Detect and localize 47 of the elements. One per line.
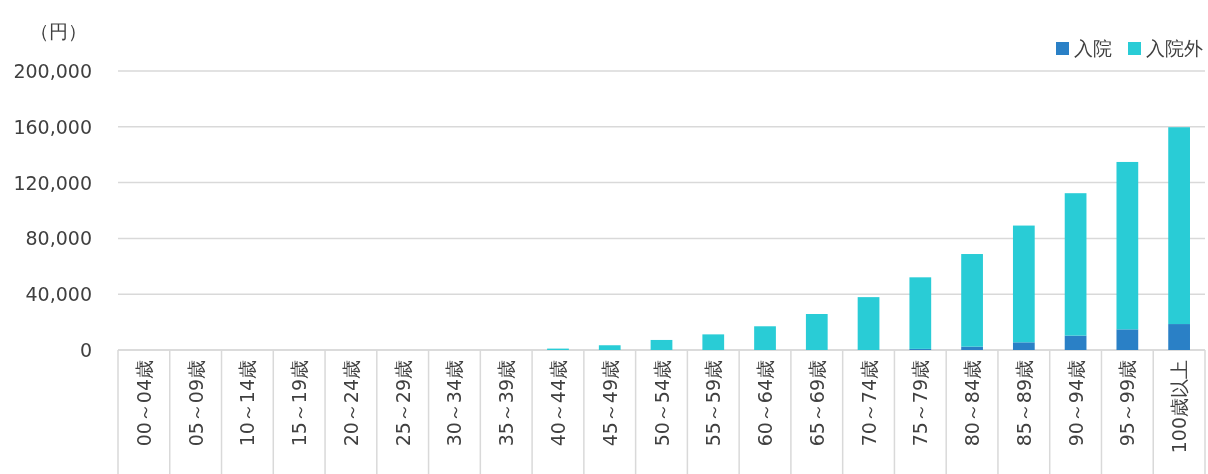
x-tick-label: 100歳以上 — [1168, 360, 1191, 454]
y-tick-label: 0 — [79, 339, 92, 361]
x-tick-label: 25～29歳 — [391, 360, 414, 447]
x-tick-label: 30～34歳 — [443, 360, 466, 447]
legend-label: 入院 — [1074, 37, 1112, 59]
bar — [1012, 342, 1035, 350]
bar — [702, 334, 725, 350]
x-tick-label: 50～54歳 — [650, 360, 673, 447]
bar — [598, 345, 621, 350]
bar — [1168, 324, 1190, 350]
x-tick-label: 80～84歳 — [961, 360, 984, 447]
x-tick-label: 40～44歳 — [546, 360, 569, 447]
bar — [805, 314, 828, 350]
x-tick-label: 65～69歳 — [805, 360, 828, 447]
x-tick-label: 20～24歳 — [339, 360, 362, 447]
y-tick-label: 160,000 — [13, 115, 92, 138]
x-tick-label: 55～59歳 — [702, 360, 725, 447]
bar — [1064, 193, 1087, 336]
bar — [754, 326, 776, 350]
y-tick-label: 80,000 — [25, 227, 92, 250]
bar — [961, 254, 983, 347]
bar — [857, 297, 880, 350]
x-tick-label: 60～64歳 — [754, 360, 777, 447]
x-tick-label: 45～49歳 — [598, 360, 621, 447]
x-tick-label: 10～14歳 — [236, 360, 259, 447]
bar — [650, 339, 673, 350]
y-tick-label: 120,000 — [13, 171, 92, 194]
y-axis-title: （円） — [29, 20, 87, 42]
bar — [961, 346, 983, 350]
bar — [1012, 225, 1035, 343]
x-tick-label: 35～39歳 — [495, 360, 518, 447]
legend-label: 入院外 — [1146, 37, 1203, 59]
y-tick-label: 40,000 — [25, 283, 92, 306]
bar — [1116, 161, 1139, 330]
bar — [1116, 329, 1139, 350]
bar — [1168, 127, 1190, 325]
x-tick-label: 70～74歳 — [857, 360, 880, 447]
x-tick-label: 95～99歳 — [1116, 360, 1139, 447]
x-tick-label: 00～04歳 — [132, 360, 155, 447]
x-tick-label: 75～79歳 — [909, 360, 932, 447]
x-tick-label: 15～19歳 — [288, 360, 311, 447]
x-tick-label: 85～89歳 — [1012, 360, 1035, 447]
x-tick-label: 05～09歳 — [184, 360, 207, 447]
bar — [1064, 335, 1087, 350]
x-tick-label: 90～94歳 — [1064, 360, 1087, 447]
y-tick-label: 200,000 — [13, 60, 92, 82]
bar — [909, 277, 932, 349]
